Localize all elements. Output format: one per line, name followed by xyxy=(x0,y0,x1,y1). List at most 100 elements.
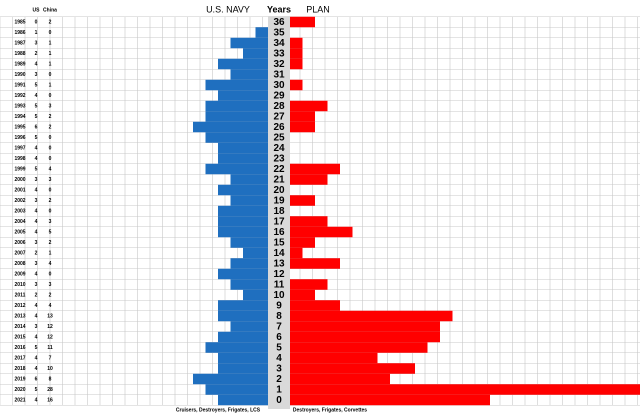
table-value: 0 xyxy=(49,93,52,99)
table-value: 16 xyxy=(47,397,53,403)
year-label: 15 xyxy=(273,238,285,249)
table-value: 2 xyxy=(35,250,38,256)
table-value: 6 xyxy=(35,124,38,130)
table-value: 0 xyxy=(35,19,38,25)
bar xyxy=(290,121,315,133)
table-year: 1987 xyxy=(14,40,25,46)
bar xyxy=(205,111,268,122)
table-value: 4 xyxy=(35,271,38,277)
bar xyxy=(218,352,268,364)
year-label: 29 xyxy=(273,91,285,102)
bar xyxy=(218,331,268,343)
bar xyxy=(230,195,268,206)
table-value: 2 xyxy=(49,292,52,298)
bar xyxy=(205,163,268,175)
bar xyxy=(290,363,415,374)
table-value: 4 xyxy=(35,219,38,225)
bar xyxy=(290,226,353,238)
table-year: 2017 xyxy=(14,355,25,361)
year-label: 18 xyxy=(273,206,285,217)
table-year: 2003 xyxy=(14,208,25,214)
year-label: 5 xyxy=(276,343,282,354)
table-year: 1993 xyxy=(14,103,25,109)
bar xyxy=(218,90,268,101)
bar xyxy=(290,300,340,311)
table-value: 8 xyxy=(49,376,52,382)
bar xyxy=(290,373,390,385)
table-value: 3 xyxy=(35,261,38,267)
table-value: 3 xyxy=(35,198,38,204)
year-label: 25 xyxy=(273,133,285,144)
year-label: 6 xyxy=(276,332,282,343)
table-value: 2 xyxy=(49,198,52,204)
table-year: 1988 xyxy=(14,51,25,57)
table-value: 4 xyxy=(35,313,38,319)
year-label: 4 xyxy=(276,353,282,364)
table-value: 5 xyxy=(35,387,38,393)
table-value: 4 xyxy=(49,166,52,172)
year-label: 9 xyxy=(276,301,282,312)
bar xyxy=(230,37,268,49)
table-value: 4 xyxy=(35,61,38,67)
bar xyxy=(218,310,268,322)
table-value: 5 xyxy=(35,166,38,172)
bar xyxy=(290,258,340,269)
table-year: 1992 xyxy=(14,93,25,99)
year-label: 8 xyxy=(276,311,282,322)
year-label: 34 xyxy=(273,38,285,49)
left-title: U.S. NAVY xyxy=(206,4,250,14)
year-label: 19 xyxy=(273,196,285,207)
bar xyxy=(243,247,268,259)
year-label: 22 xyxy=(273,164,285,175)
table-value: 4 xyxy=(49,303,52,309)
table-value: 4 xyxy=(35,334,38,340)
year-label: 32 xyxy=(273,59,285,70)
year-label: 36 xyxy=(273,17,285,28)
year-label: 10 xyxy=(273,290,285,301)
table-year: 2020 xyxy=(14,387,25,393)
table-value: 4 xyxy=(35,355,38,361)
table-value: 4 xyxy=(35,145,38,151)
bar xyxy=(205,342,268,353)
right-title: PLAN xyxy=(306,4,330,14)
year-label: 2 xyxy=(276,374,282,385)
table-value: 3 xyxy=(49,282,52,288)
year-label: 30 xyxy=(273,80,285,91)
table-year: 2009 xyxy=(14,271,25,277)
bar xyxy=(218,300,268,311)
year-label: 28 xyxy=(273,101,285,112)
table-value: 0 xyxy=(49,30,52,36)
table-value: 4 xyxy=(35,208,38,214)
table-value: 4 xyxy=(49,261,52,267)
bar xyxy=(290,352,378,364)
table-value: 3 xyxy=(49,103,52,109)
table-value: 0 xyxy=(49,208,52,214)
year-label: 24 xyxy=(273,143,285,154)
table-year: 2021 xyxy=(14,397,25,403)
table-value: 0 xyxy=(49,145,52,151)
table-value: 4 xyxy=(35,229,38,235)
table-year: 1991 xyxy=(14,82,25,88)
table-value: 3 xyxy=(35,72,38,78)
table-value: 1 xyxy=(49,82,52,88)
table-value: 0 xyxy=(49,271,52,277)
year-label: 13 xyxy=(273,259,285,270)
bar xyxy=(205,132,268,143)
table-value: 2 xyxy=(49,19,52,25)
bar xyxy=(243,48,268,59)
table-value: 3 xyxy=(35,177,38,183)
year-label: 21 xyxy=(273,175,285,186)
table-year: 1990 xyxy=(14,72,25,78)
table-value: 5 xyxy=(35,82,38,88)
bar xyxy=(193,373,268,385)
year-label: 7 xyxy=(276,322,282,333)
table-value: 2 xyxy=(49,114,52,120)
table-year: 2018 xyxy=(14,366,25,372)
bar xyxy=(218,394,268,406)
table-year: 1996 xyxy=(14,135,25,141)
table-value: 0 xyxy=(49,135,52,141)
table-year: 2014 xyxy=(14,324,25,330)
table-value: 3 xyxy=(35,40,38,46)
table-value: 4 xyxy=(35,397,38,403)
bar xyxy=(205,79,268,91)
